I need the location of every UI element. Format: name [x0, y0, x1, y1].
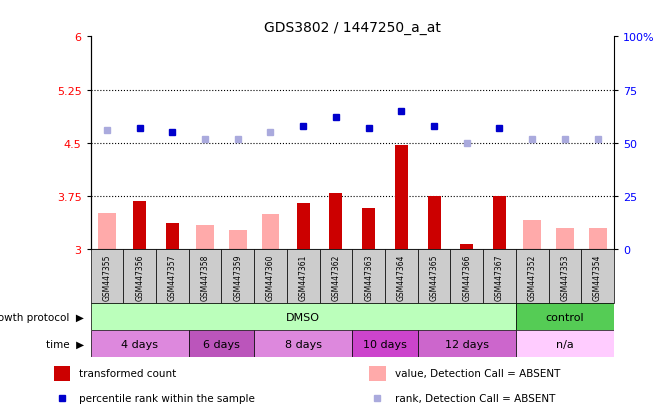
Bar: [156, 250, 189, 304]
Bar: [254, 330, 352, 357]
Bar: [460, 244, 473, 250]
Text: growth protocol  ▶: growth protocol ▶: [0, 312, 84, 322]
Text: GSM447357: GSM447357: [168, 254, 177, 300]
Bar: [417, 330, 516, 357]
Bar: [166, 223, 179, 250]
Text: GSM447352: GSM447352: [527, 254, 537, 300]
Bar: [588, 229, 607, 250]
Bar: [369, 366, 386, 381]
Bar: [91, 330, 189, 357]
Bar: [352, 250, 385, 304]
Text: time  ▶: time ▶: [46, 339, 84, 349]
Bar: [229, 230, 247, 250]
Bar: [450, 250, 483, 304]
Text: 8 days: 8 days: [285, 339, 321, 349]
Text: 12 days: 12 days: [445, 339, 488, 349]
Text: GSM447356: GSM447356: [135, 254, 144, 300]
Bar: [516, 304, 614, 330]
Bar: [427, 197, 441, 250]
Text: DMSO: DMSO: [287, 312, 320, 322]
Bar: [189, 250, 221, 304]
Text: GSM447362: GSM447362: [331, 254, 340, 300]
Text: GSM447366: GSM447366: [462, 254, 471, 300]
Text: rank, Detection Call = ABSENT: rank, Detection Call = ABSENT: [395, 393, 555, 403]
Bar: [385, 250, 417, 304]
Text: 4 days: 4 days: [121, 339, 158, 349]
Bar: [523, 220, 541, 250]
Bar: [287, 250, 319, 304]
Text: GSM447363: GSM447363: [364, 254, 373, 300]
Bar: [581, 250, 614, 304]
Text: GSM447353: GSM447353: [560, 254, 570, 300]
Bar: [196, 225, 214, 250]
Bar: [395, 146, 408, 250]
Text: transformed count: transformed count: [79, 368, 176, 378]
Text: control: control: [546, 312, 584, 322]
Bar: [362, 209, 375, 250]
Text: GSM447361: GSM447361: [299, 254, 308, 300]
Text: GSM447360: GSM447360: [266, 254, 275, 300]
Text: n/a: n/a: [556, 339, 574, 349]
Bar: [123, 250, 156, 304]
Bar: [91, 304, 516, 330]
Bar: [352, 330, 417, 357]
Bar: [297, 204, 310, 250]
Text: GSM447359: GSM447359: [234, 254, 242, 300]
Title: GDS3802 / 1447250_a_at: GDS3802 / 1447250_a_at: [264, 21, 441, 35]
Text: GSM447354: GSM447354: [593, 254, 602, 300]
Bar: [549, 250, 581, 304]
Bar: [254, 250, 287, 304]
Bar: [98, 213, 116, 250]
Text: GSM447365: GSM447365: [429, 254, 439, 300]
Bar: [329, 193, 342, 250]
Text: 10 days: 10 days: [363, 339, 407, 349]
Text: value, Detection Call = ABSENT: value, Detection Call = ABSENT: [395, 368, 560, 378]
Bar: [133, 202, 146, 250]
Bar: [189, 330, 254, 357]
Bar: [91, 250, 123, 304]
Bar: [262, 214, 280, 250]
Bar: [493, 197, 506, 250]
Text: GSM447358: GSM447358: [201, 254, 209, 300]
Text: percentile rank within the sample: percentile rank within the sample: [79, 393, 255, 403]
Text: GSM447355: GSM447355: [103, 254, 111, 300]
Bar: [319, 250, 352, 304]
Bar: [483, 250, 516, 304]
Bar: [221, 250, 254, 304]
Text: GSM447364: GSM447364: [397, 254, 406, 300]
Bar: [556, 229, 574, 250]
Bar: [516, 330, 614, 357]
Bar: [54, 366, 70, 381]
Text: 6 days: 6 days: [203, 339, 240, 349]
Bar: [516, 250, 548, 304]
Bar: [417, 250, 450, 304]
Text: GSM447367: GSM447367: [495, 254, 504, 300]
